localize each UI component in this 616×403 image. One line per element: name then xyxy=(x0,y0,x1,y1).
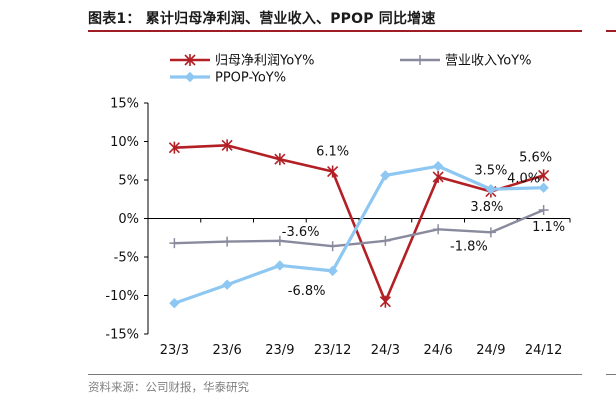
series-3-point xyxy=(380,170,391,181)
series-line-2 xyxy=(174,208,545,248)
x-tick-label: 23/12 xyxy=(314,343,351,358)
x-tick-label: 23/3 xyxy=(160,343,189,358)
footer-rule-side xyxy=(606,374,616,375)
data-label: 3.5% xyxy=(474,164,507,179)
data-label: -1.8% xyxy=(450,239,488,254)
x-tick-label: 23/9 xyxy=(265,343,294,358)
footer-rule xyxy=(88,374,582,375)
legend-marker xyxy=(184,71,196,83)
data-label: 6.1% xyxy=(316,145,349,160)
x-tick-label: 24/6 xyxy=(424,343,453,358)
x-tick-label: 24/9 xyxy=(476,343,505,358)
legend-label: 营业收入YoY% xyxy=(445,54,531,69)
header-rule-side xyxy=(606,30,616,32)
series-3-point xyxy=(221,279,233,290)
x-tick-label: 23/6 xyxy=(213,343,242,358)
data-label: 4.0% xyxy=(507,172,540,187)
header: 图表1： 累计归母净利润、营业收入、PPOP 同比增速 xyxy=(88,8,616,30)
chart-svg: -15% -10% -5% 0% 5% 10% 15% 23/3 23/6 23/9 23/12 24… xyxy=(105,54,571,358)
legend-label: 归母净利润YoY% xyxy=(215,54,314,69)
y-tick-label: -5% xyxy=(114,251,139,266)
series-line-3 xyxy=(173,164,544,305)
source-note: 资料来源：公司财报，华泰研究 xyxy=(88,380,249,394)
data-label: 1.1% xyxy=(532,220,565,235)
y-tick-label: 0% xyxy=(118,212,139,227)
y-tick-label: 5% xyxy=(118,174,139,189)
y-tick-label: 10% xyxy=(110,135,139,150)
x-tick-label: 24/12 xyxy=(525,343,562,358)
y-tick-label: -10% xyxy=(105,289,139,304)
y-tick-label: 15% xyxy=(110,97,139,112)
series-3-point xyxy=(169,297,180,309)
series-3-point xyxy=(485,184,497,195)
y-tick-label: -15% xyxy=(105,328,139,343)
chart-title: 图表1： 累计归母净利润、营业收入、PPOP 同比增速 xyxy=(88,11,436,27)
data-label: 3.8% xyxy=(470,200,503,215)
series-3-point xyxy=(274,260,286,271)
series-3-point xyxy=(327,265,338,277)
data-label: -3.6% xyxy=(282,225,320,240)
series-line-1 xyxy=(174,144,545,303)
header-rule xyxy=(88,30,582,32)
series-3-point xyxy=(432,160,444,172)
legend-label: PPOP-YoY% xyxy=(215,71,286,86)
series-3-point xyxy=(538,182,549,193)
data-label: 5.6% xyxy=(519,150,552,165)
data-label: -6.8% xyxy=(288,284,326,299)
chart: -15% -10% -5% 0% 5% 10% 15% 23/3 23/6 23/9 23/12 24… xyxy=(0,40,616,370)
x-tick-label: 24/3 xyxy=(371,343,400,358)
